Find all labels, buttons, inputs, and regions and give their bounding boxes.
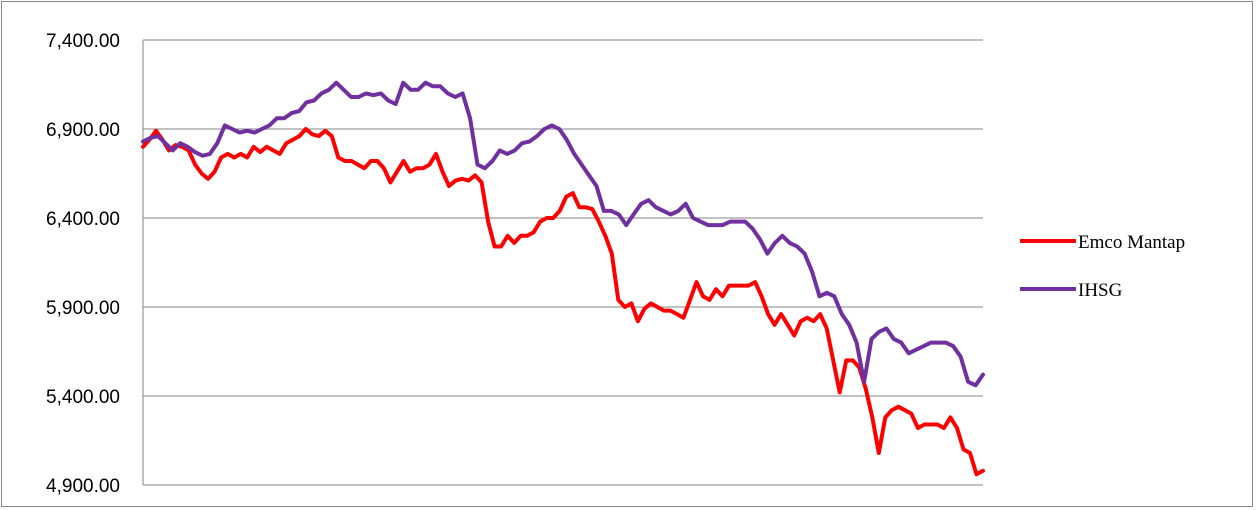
y-tick-label: 5,400.00 [46,387,120,408]
y-tick-label: 7,400.00 [46,31,120,52]
series-lines [141,80,985,477]
y-tick-label: 6,900.00 [46,120,120,141]
y-tick-label: 4,900.00 [46,476,120,497]
series-line-ihsg [141,80,985,388]
legend-label: Emco Mantap [1078,232,1185,253]
series-line-emco-mantap [141,127,985,477]
legend: Emco Mantap IHSG [1020,232,1185,301]
legend-label: IHSG [1078,280,1123,301]
y-axis-tick-labels: 7,400.00 6,900.00 6,400.00 5,900.00 5,400.00… [46,31,120,497]
y-tick-label: 6,400.00 [46,209,120,230]
y-tick-label: 5,900.00 [46,298,120,319]
gridlines [143,39,983,486]
